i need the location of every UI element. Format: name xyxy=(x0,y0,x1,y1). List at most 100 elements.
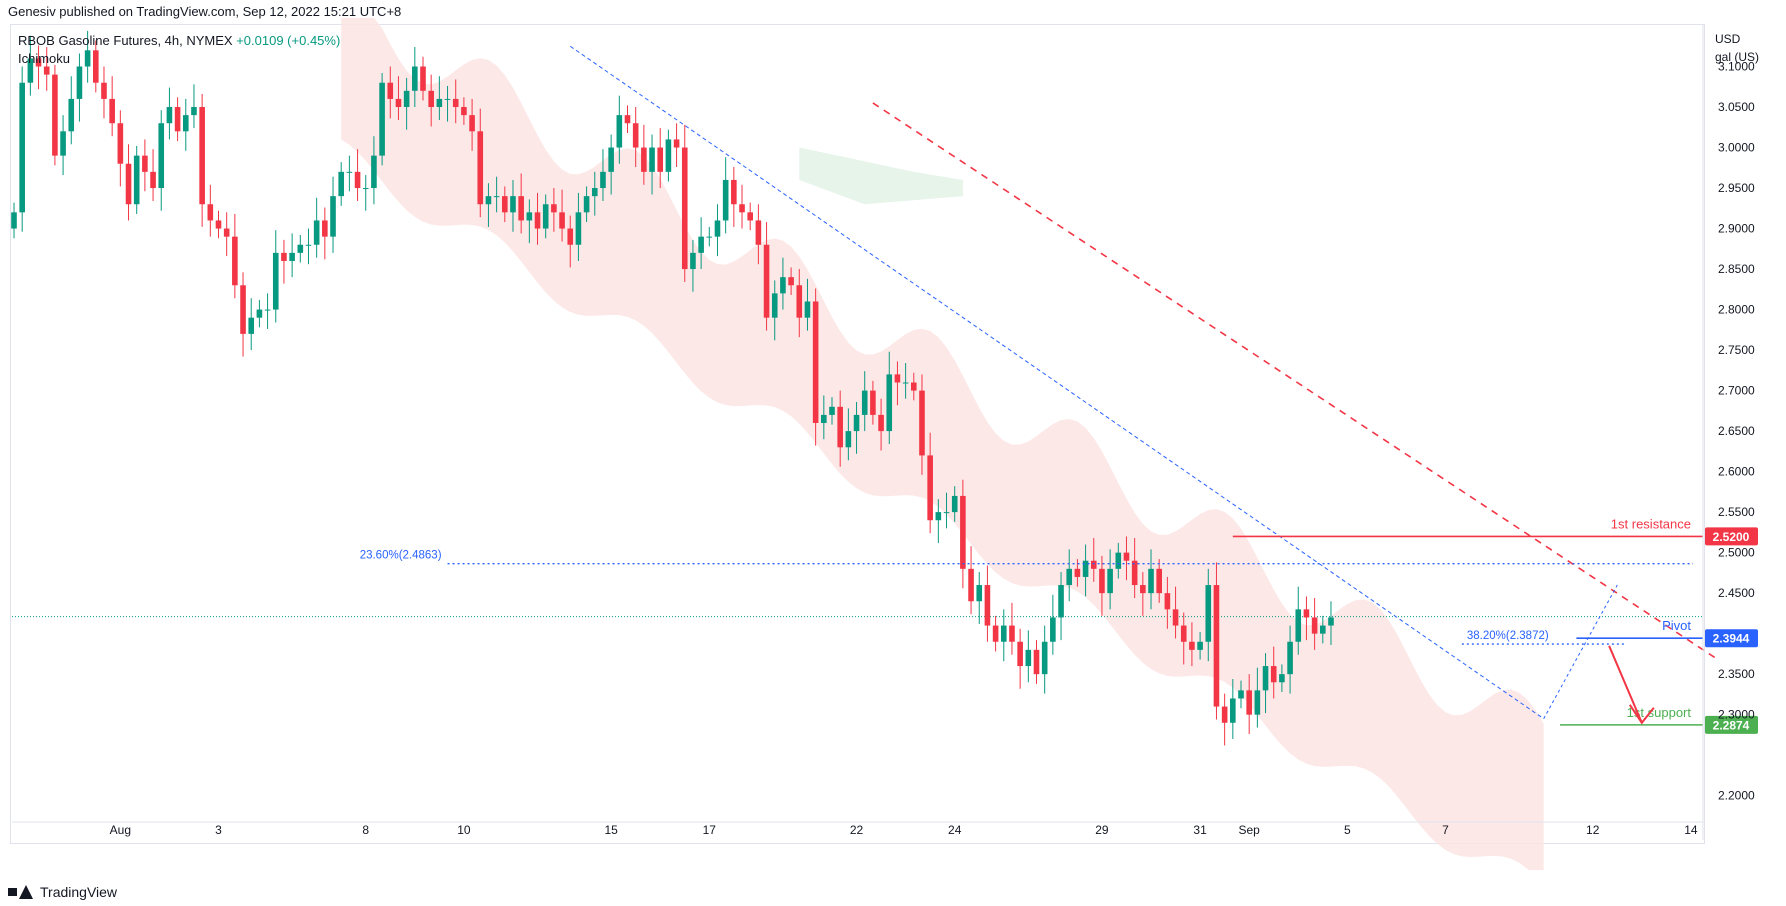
symbol-label[interactable]: RBOB Gasoline Futures, 4h, NYMEX xyxy=(18,33,233,48)
level-name-label: Pivot xyxy=(1662,618,1691,633)
x-tick-label: 10 xyxy=(457,823,471,837)
candle-body xyxy=(313,220,320,245)
candle-body xyxy=(641,147,647,172)
candle-body xyxy=(1205,585,1212,642)
candle-body xyxy=(362,188,369,190)
candle-body xyxy=(1238,690,1244,699)
level-price-badge xyxy=(1705,715,1758,734)
candle-body xyxy=(714,220,721,237)
candle-body xyxy=(984,585,991,626)
x-tick-label: 29 xyxy=(1095,823,1109,837)
candle-body xyxy=(461,107,467,116)
x-tick-label: 14 xyxy=(1684,823,1698,837)
y-tick-label: 2.7000 xyxy=(1718,384,1755,398)
candle-body xyxy=(1213,585,1220,707)
candle-body xyxy=(27,58,34,83)
candle-body xyxy=(387,82,394,99)
candle-body xyxy=(379,82,385,156)
candle-body xyxy=(1017,641,1023,667)
candle-body xyxy=(469,115,475,132)
candle-body xyxy=(1148,568,1154,594)
candle-body xyxy=(657,147,664,172)
candle-body xyxy=(52,74,58,156)
candle-body xyxy=(1328,617,1334,626)
candle-body xyxy=(330,196,336,237)
candle-body xyxy=(1180,625,1187,642)
candle-body xyxy=(992,625,999,642)
candle-body xyxy=(567,228,574,245)
candle-body xyxy=(60,131,66,156)
candle-body xyxy=(125,163,132,205)
candle-body xyxy=(812,301,819,423)
candle-body xyxy=(256,309,263,318)
candle-body xyxy=(976,585,983,602)
fib-anchor-line[interactable] xyxy=(1543,584,1618,719)
candle-body xyxy=(771,293,778,318)
candle-body xyxy=(1320,625,1326,634)
candle-body xyxy=(35,58,42,67)
candle-body xyxy=(1156,568,1162,594)
level-price-badge xyxy=(1705,629,1758,648)
candle-body xyxy=(322,220,328,237)
candle-body xyxy=(698,236,704,253)
candle-body xyxy=(109,98,115,124)
candle-body xyxy=(240,285,246,334)
candle-body xyxy=(600,171,606,189)
y-tick-label: 2.6500 xyxy=(1718,424,1755,438)
candle-body xyxy=(1221,706,1228,723)
candle-body xyxy=(780,277,786,294)
candle-body xyxy=(477,131,484,205)
candle-body xyxy=(199,107,205,205)
candle-body xyxy=(1140,585,1146,594)
candle-body xyxy=(542,204,549,229)
candle-body xyxy=(444,98,451,100)
candle-body xyxy=(510,196,516,213)
channel-trendline[interactable] xyxy=(569,45,1544,720)
price-chart[interactable]: 1st resistance 2.5200 Pivot 2.3944 1st suppo… xyxy=(0,0,1786,870)
candle-body xyxy=(150,171,156,189)
candle-body xyxy=(101,82,107,99)
projection-arrow-shaft[interactable] xyxy=(1608,645,1643,724)
y-tick-label: 2.9000 xyxy=(1718,222,1755,236)
x-tick-label: 5 xyxy=(1344,823,1351,837)
candle-body xyxy=(43,66,50,75)
candle-body xyxy=(902,382,909,384)
chart-legend: RBOB Gasoline Futures, 4h, NYMEX +0.0109… xyxy=(18,32,340,68)
candle-body xyxy=(1082,560,1089,577)
candle-body xyxy=(608,147,614,172)
candle-body xyxy=(968,568,974,602)
candle-body xyxy=(1074,568,1081,577)
level-name-label: 1st resistance xyxy=(1611,516,1691,531)
candle-body xyxy=(371,155,377,189)
candle-body xyxy=(665,139,672,172)
candle-body xyxy=(93,50,99,83)
candle-body xyxy=(943,512,950,514)
candle-body xyxy=(1050,617,1056,642)
y-tick-label: 2.8000 xyxy=(1718,303,1755,317)
y-tick-label: 2.4500 xyxy=(1718,586,1755,600)
footer-brand[interactable]: TradingView xyxy=(8,884,117,900)
level-price-label: 2.3944 xyxy=(1713,632,1750,646)
candle-body xyxy=(632,123,639,148)
candle-body xyxy=(84,50,91,67)
candle-body xyxy=(346,171,353,173)
candle-body xyxy=(690,252,696,270)
candle-body xyxy=(649,147,655,172)
y-tick-label: 2.5000 xyxy=(1718,546,1755,560)
x-tick-label: 22 xyxy=(850,823,864,837)
candle-body xyxy=(297,244,304,253)
level-price-label: 2.2874 xyxy=(1713,718,1750,732)
candle-body xyxy=(951,495,958,513)
candle-body xyxy=(829,406,835,415)
candle-body xyxy=(1303,609,1310,618)
x-tick-label: Aug xyxy=(110,823,131,837)
x-tick-label: 7 xyxy=(1442,823,1449,837)
candle-body xyxy=(837,406,843,448)
candle-body xyxy=(485,196,492,205)
y-tick-label: 2.6000 xyxy=(1718,465,1755,479)
candle-body xyxy=(1189,641,1195,650)
y-tick-label: 3.0000 xyxy=(1718,141,1755,155)
candle-body xyxy=(935,512,942,521)
candle-body xyxy=(747,212,753,221)
indicator-label[interactable]: Ichimoku xyxy=(18,51,71,66)
